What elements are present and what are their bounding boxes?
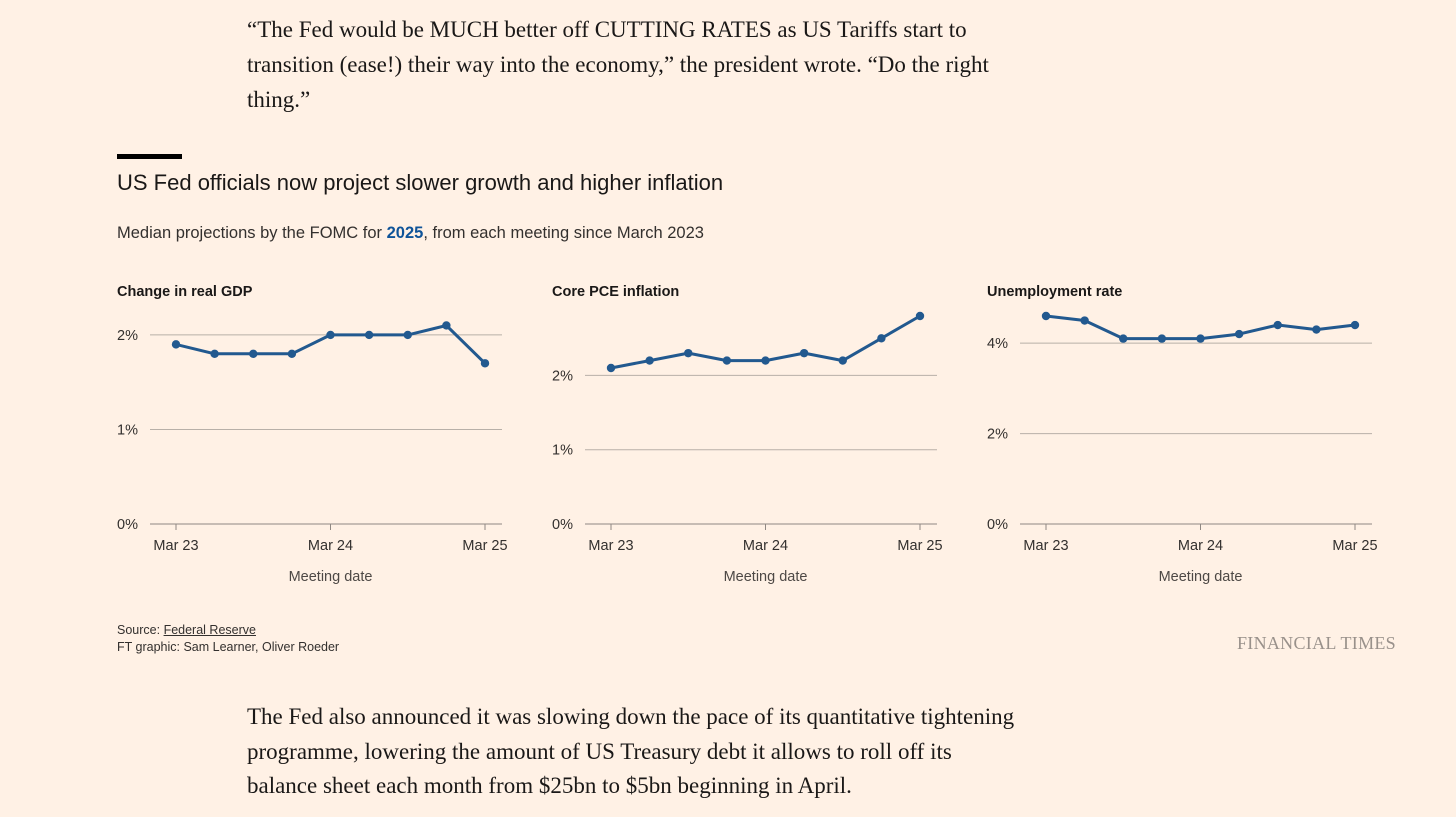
data-point	[1234, 329, 1244, 339]
x-tick-label: Mar 24	[1178, 538, 1223, 554]
data-point	[684, 348, 693, 358]
data-point	[1041, 311, 1051, 321]
data-point	[210, 349, 219, 359]
x-tick-label: Mar 23	[588, 538, 633, 554]
subtitle-suffix: , from each meeting since March 2023	[423, 224, 704, 242]
graphic-title: US Fed officials now project slower grow…	[117, 170, 724, 195]
data-point	[1119, 334, 1128, 343]
data-point	[442, 321, 451, 330]
y-tick-label: 2%	[987, 427, 1008, 443]
data-point	[1350, 320, 1360, 330]
y-tick-label: 1%	[552, 443, 573, 459]
y-tick-label: 2%	[117, 328, 138, 344]
x-axis-label: Meeting date	[724, 569, 808, 585]
data-point	[1157, 334, 1167, 343]
x-tick-label: Mar 24	[308, 538, 353, 554]
panel-title: Change in real GDP	[117, 284, 253, 300]
x-tick-label: Mar 25	[897, 538, 942, 554]
data-point	[761, 356, 770, 365]
ft-wordmark: FINANCIAL TIMES	[1236, 633, 1396, 653]
pull-quote: “The Fed would be MUCH better off CUTTIN…	[247, 17, 989, 112]
data-point	[722, 356, 732, 365]
x-tick-label: Mar 23	[1023, 538, 1068, 554]
source-line: Source: Federal Reserve	[117, 622, 339, 639]
x-tick-label: Mar 25	[1332, 538, 1377, 554]
data-point	[1196, 334, 1205, 343]
data-point	[326, 330, 335, 340]
y-tick-label: 0%	[552, 517, 573, 533]
chart-panel-3: Unemployment rate 0% 2% 4% Mar 23 Mar 24 Mar 2…	[987, 284, 1378, 585]
x-tick-label: Mar 25	[462, 538, 507, 554]
data-point	[799, 348, 809, 358]
data-point	[287, 349, 297, 359]
y-tick-label: 4%	[987, 336, 1008, 352]
y-tick-label: 0%	[117, 517, 138, 533]
x-axis-label: Meeting date	[1159, 569, 1243, 585]
chart-panel-2: Core PCE inflation 0% 1% 2% Mar 23 Mar 24 Mar …	[552, 284, 943, 585]
data-point	[606, 363, 616, 373]
small-multiples-chart: Change in real GDP 0% 1% 2% Mar 23 Mar 24 Mar …	[117, 284, 1378, 585]
data-point	[364, 330, 374, 340]
graphic-credit: FT graphic: Sam Learner, Oliver Roeder	[117, 639, 340, 654]
source-link[interactable]: Federal Reserve	[163, 623, 256, 637]
data-point	[480, 359, 490, 368]
subtitle-highlight-year: 2025	[386, 224, 424, 242]
y-tick-label: 1%	[117, 422, 138, 438]
subtitle-prefix: Median projections by the FOMC for	[117, 224, 387, 242]
source-note: Source: Federal Reserve FT graphic: Sam …	[117, 622, 339, 655]
chart-panel-1: Change in real GDP 0% 1% 2% Mar 23 Mar 24 Mar …	[117, 284, 508, 585]
data-point	[171, 340, 181, 349]
data-point	[1080, 316, 1089, 325]
panel-title: Unemployment rate	[987, 284, 1122, 300]
x-tick-label: Mar 23	[153, 538, 198, 554]
data-point	[403, 330, 412, 340]
body-paragraph: The Fed also announced it was slowing do…	[247, 704, 1015, 798]
graphic-subtitle: Median projections by the FOMC for 2025,…	[117, 224, 704, 243]
data-point	[1312, 325, 1321, 334]
source-prefix: Source:	[117, 623, 164, 637]
data-point	[645, 356, 654, 365]
graphic-accent-bar	[117, 154, 182, 159]
data-point	[1273, 320, 1282, 330]
y-tick-label: 0%	[987, 517, 1008, 533]
panel-title: Core PCE inflation	[552, 284, 679, 300]
data-point	[838, 356, 847, 365]
x-axis-label: Meeting date	[289, 569, 373, 585]
x-tick-label: Mar 24	[743, 538, 788, 554]
data-point	[877, 334, 886, 343]
y-tick-label: 2%	[552, 368, 573, 384]
data-point	[249, 349, 258, 359]
data-point	[915, 311, 925, 321]
